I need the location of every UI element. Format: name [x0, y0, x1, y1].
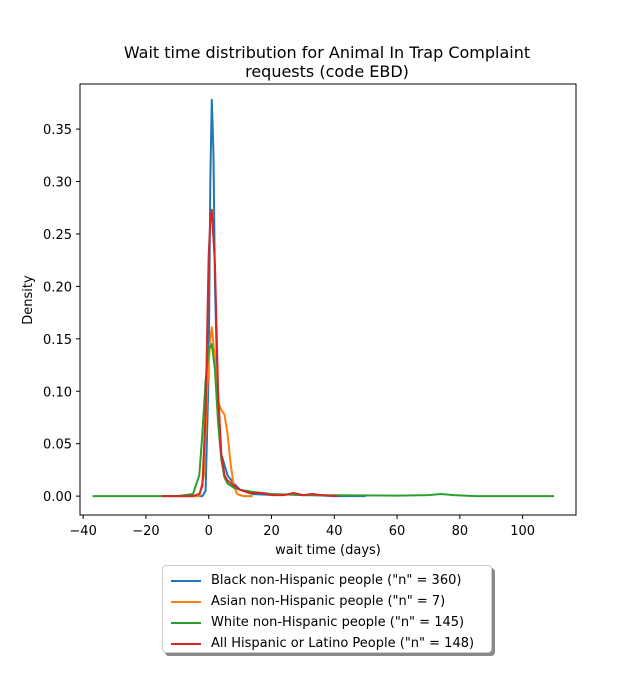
- legend-label: All Hispanic or Latino People ("n" = 148…: [211, 636, 475, 651]
- x-axis: −40 −20 0 20 40 60 80 100: [69, 515, 535, 539]
- legend-label: White non-Hispanic people ("n" = 145): [211, 615, 465, 630]
- legend-item: Black non-Hispanic people ("n" = 360): [167, 570, 491, 591]
- x-tick-label: 60: [389, 524, 406, 539]
- y-tick-label: 0.00: [43, 490, 72, 505]
- y-tick-label: 0.30: [43, 176, 72, 191]
- series-layer: [92, 98, 554, 498]
- y-tick-label: 0.10: [43, 385, 72, 400]
- y-tick-label: 0.15: [43, 333, 72, 348]
- legend-label: Black non-Hispanic people ("n" = 360): [211, 573, 462, 588]
- legend-swatch: [171, 600, 201, 603]
- x-tick-label: 80: [452, 524, 469, 539]
- legend-item: All Hispanic or Latino People ("n" = 148…: [167, 633, 491, 654]
- y-tick-label: 0.35: [43, 123, 72, 138]
- chart-title-line2: requests (code EBD): [245, 62, 409, 81]
- series-line-3: [161, 208, 338, 498]
- y-tick-label: 0.20: [43, 280, 72, 295]
- legend-label: Asian non-Hispanic people ("n" = 7): [211, 594, 446, 609]
- legend-swatch: [171, 642, 201, 645]
- legend: Black non-Hispanic people ("n" = 360) As…: [162, 565, 492, 653]
- x-axis-label: wait time (days): [275, 543, 381, 558]
- y-axis: 0.00 0.05 0.10 0.15 0.20 0.25 0.30 0.35: [43, 123, 80, 505]
- x-tick-label: 100: [510, 524, 535, 539]
- legend-item: White non-Hispanic people ("n" = 145): [167, 612, 491, 633]
- legend-item: Asian non-Hispanic people ("n" = 7): [167, 591, 491, 612]
- legend-swatch: [171, 621, 201, 624]
- x-tick-label: 0: [205, 524, 213, 539]
- x-tick-label: −40: [69, 524, 96, 539]
- y-tick-label: 0.05: [43, 438, 72, 453]
- x-tick-label: 20: [263, 524, 280, 539]
- y-axis-label: Density: [21, 275, 36, 325]
- chart-title-line1: Wait time distribution for Animal In Tra…: [124, 43, 530, 62]
- legend-swatch: [171, 579, 201, 582]
- series-line-0: [161, 98, 366, 498]
- series-line-1: [177, 326, 253, 498]
- x-tick-label: 40: [326, 524, 343, 539]
- plot-area: [79, 83, 577, 516]
- x-tick-label: −20: [132, 524, 159, 539]
- y-tick-label: 0.25: [43, 228, 72, 243]
- series-line-2: [92, 343, 554, 498]
